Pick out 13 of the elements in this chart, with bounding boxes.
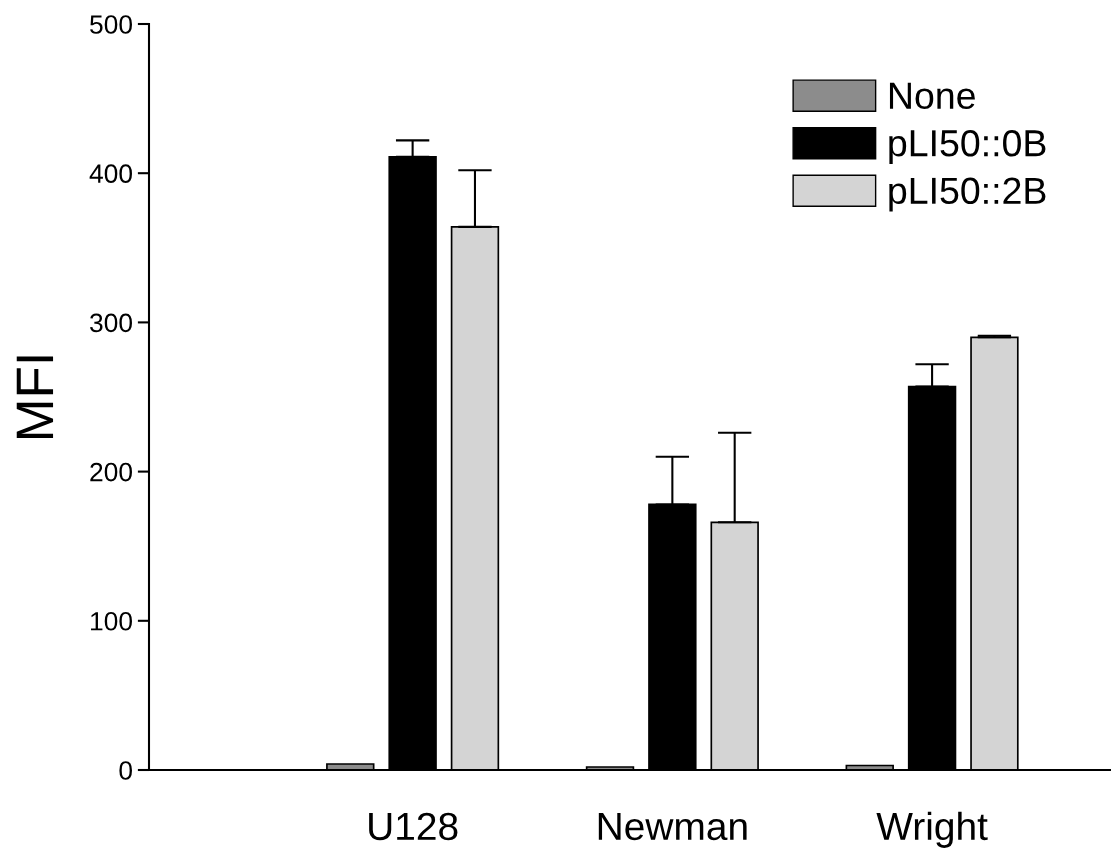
y-tick-label: 100 (91, 611, 132, 631)
legend-label: pLI50::0B (889, 129, 1046, 164)
y-tick-label: 200 (90, 462, 132, 482)
y-tick-label: 300 (90, 313, 132, 333)
y-tick-label: 400 (89, 164, 132, 184)
y-tick-label: 0 (119, 761, 132, 780)
x-tick-label: U128 (369, 812, 458, 841)
legend-label: pLI50::2B (889, 177, 1046, 212)
x-tick-label: Newman (598, 813, 747, 841)
y-axis-title: MFI (16, 356, 54, 439)
x-tick-label: Wright (876, 811, 988, 848)
legend-label: None (889, 82, 975, 109)
y-tick-label: 500 (90, 15, 132, 34)
